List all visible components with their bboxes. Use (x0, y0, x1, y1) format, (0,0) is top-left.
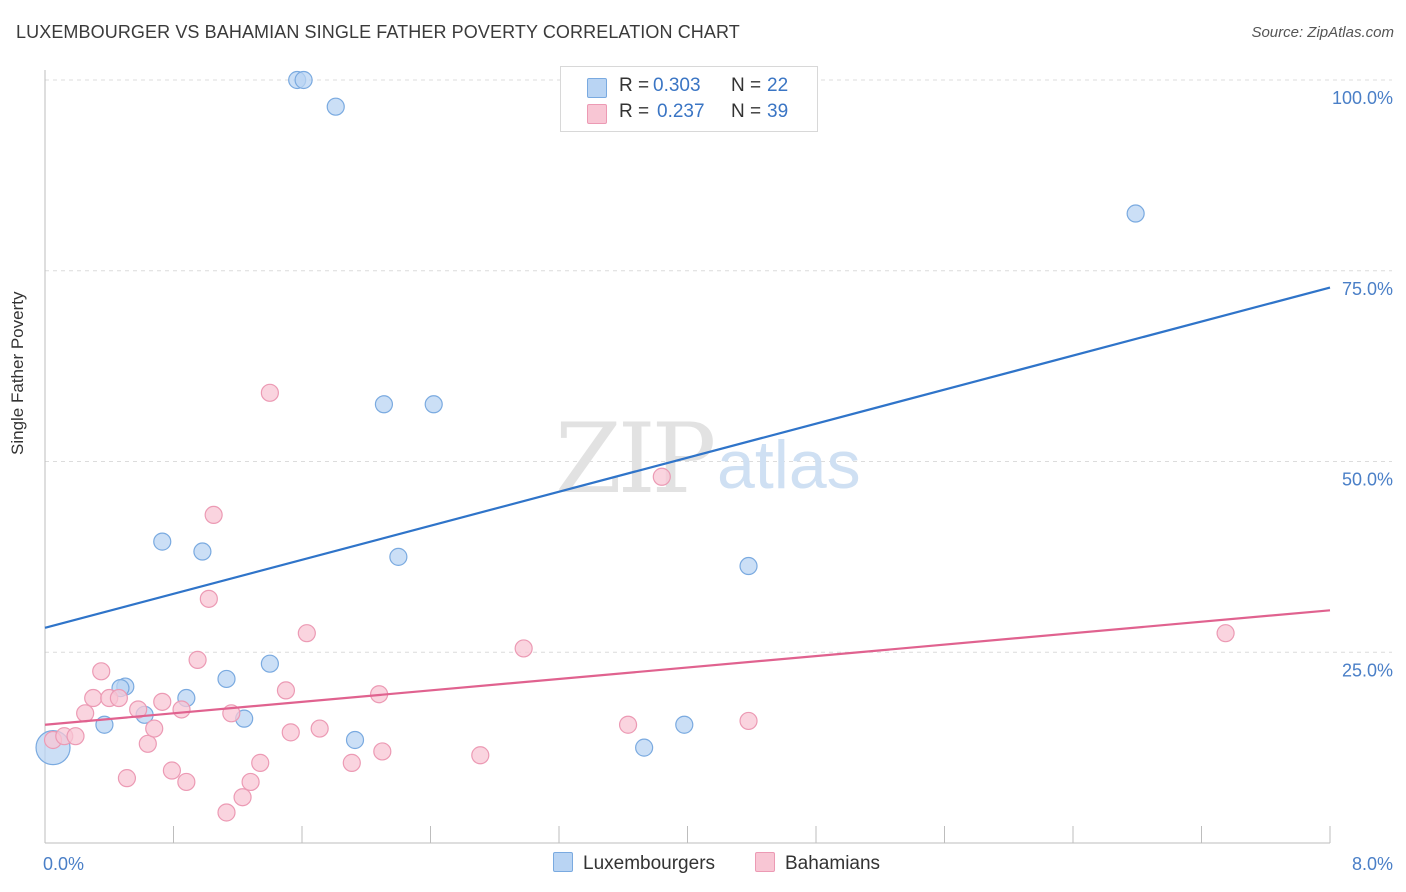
watermark-atlas: atlas (717, 427, 861, 503)
points-layer (35, 70, 1235, 822)
luxembourger-point (260, 654, 279, 673)
luxembourger-point (424, 395, 443, 414)
bahamian-point (297, 624, 316, 643)
luxembourger-point (153, 532, 172, 551)
luxembourger-point (389, 547, 408, 566)
luxembourger-point (294, 70, 313, 90)
source-label: Source: ZipAtlas.com (1251, 24, 1394, 41)
luxembourger-point (675, 715, 694, 734)
legend-r-label: R = (619, 75, 650, 96)
luxembourger-point (193, 542, 212, 561)
bahamian-point (342, 753, 361, 772)
bahamian-point (177, 772, 196, 792)
bahamian-point (739, 711, 758, 731)
bottom-legend-bahamians: Bahamians (755, 852, 880, 875)
grid-layer (45, 79, 1392, 653)
bahamian-point (281, 723, 300, 742)
y-axis-label: Single Father Poverty (8, 291, 27, 455)
x-tick-label: 0.0% (43, 854, 84, 874)
bahamian-point (618, 715, 638, 734)
bahamian-point (172, 700, 191, 719)
bahamian-point (260, 383, 279, 402)
bottom-legend-luxembourgers: Luxembourgers (553, 852, 715, 875)
y-tick-label: 25.0% (1342, 660, 1393, 680)
y-tick-label: 100.0% (1332, 88, 1393, 108)
luxembourger-trend-line (44, 286, 1331, 629)
legend-n-label: N = (731, 75, 762, 96)
legend-r-value: 0.303 (653, 75, 701, 96)
watermark: ZIP atlas (555, 403, 861, 515)
legend-n-value: 22 (767, 75, 789, 96)
luxembourger-point (217, 669, 236, 689)
bahamian-point (153, 692, 172, 711)
luxembourger-point (326, 97, 345, 116)
legend-r-value: 0.237 (657, 101, 705, 122)
bahamian-point (471, 746, 490, 765)
bahamian-point (241, 772, 260, 792)
bahamian-point (373, 742, 392, 761)
bahamian-point (1216, 624, 1235, 643)
bahamian-point (310, 719, 329, 738)
bahamian-point (109, 688, 128, 708)
correlation-legend: R = 0.303 N = 22 R = 0.237 N = 39 (560, 66, 818, 132)
bahamian-point (217, 803, 236, 822)
luxembourger-point (1126, 204, 1145, 223)
bottom-legend-swatch-bahamians (755, 852, 775, 872)
bahamian-point (233, 788, 252, 807)
bahamian-point (66, 727, 85, 746)
bahamian-point (251, 753, 270, 772)
legend-r-label: R = (619, 101, 650, 122)
trend-layer (44, 286, 1331, 726)
bahamian-trend-line (44, 609, 1331, 726)
x-tick-label: 8.0% (1352, 854, 1393, 874)
tick-labels: 25.0% 50.0% 75.0% 100.0% 0.0% 8.0% (43, 88, 1393, 874)
legend-swatch-bahamians (587, 104, 607, 124)
bahamian-point (188, 650, 207, 669)
bahamian-point (84, 688, 103, 708)
luxembourger-point (374, 395, 394, 414)
bahamian-point (129, 700, 148, 719)
bahamian-point (117, 769, 137, 788)
legend-n-value: 39 (767, 101, 789, 122)
bahamian-point (276, 681, 296, 700)
axis-layer (44, 70, 1331, 844)
bahamian-point (652, 467, 671, 486)
legend-swatch-luxembourgers (587, 78, 607, 98)
bahamian-point (514, 639, 533, 658)
watermark-zip: ZIP (555, 403, 714, 515)
bahamian-point (76, 704, 95, 723)
y-tick-label: 75.0% (1342, 279, 1393, 299)
bahamian-point (199, 589, 218, 608)
bottom-legend-label-bahamians: Bahamians (785, 853, 881, 874)
bahamian-point (138, 734, 157, 753)
bahamian-point (92, 662, 111, 681)
bottom-legend-label-luxembourgers: Luxembourgers (583, 853, 716, 874)
bahamian-point (145, 719, 164, 738)
luxembourger-point (345, 730, 365, 750)
bahamian-point (162, 761, 181, 780)
luxembourger-point (739, 556, 758, 576)
bahamian-point (204, 505, 223, 525)
luxembourger-point (635, 738, 654, 757)
chart-title: LUXEMBOURGER VS BAHAMIAN SINGLE FATHER P… (16, 22, 740, 42)
bottom-legend-swatch-luxembourgers (553, 852, 573, 872)
y-tick-label: 50.0% (1342, 470, 1393, 490)
legend-n-label: N = (731, 101, 762, 122)
